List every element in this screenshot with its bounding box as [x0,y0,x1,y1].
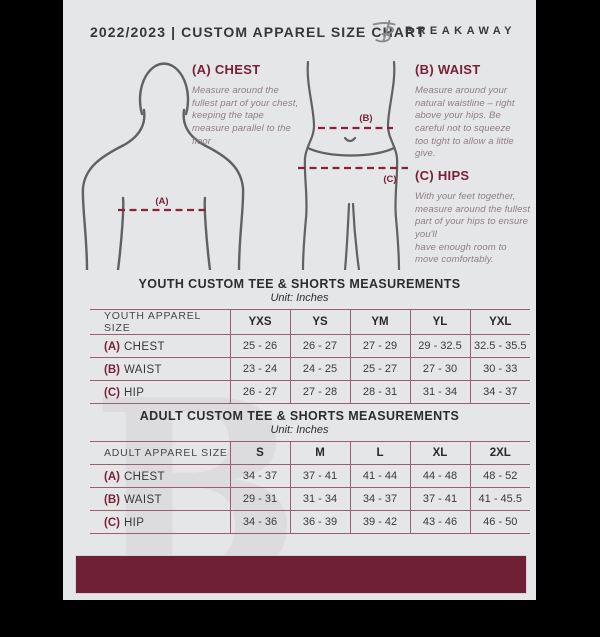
row-label: WAIST [123,494,162,506]
torso-figure: (A) [81,62,245,270]
lower-body-figure: (B) (C) [298,60,408,270]
row-key: (A) [104,471,120,483]
hips-line-label: (C) [383,174,396,185]
table-row: (A) CHEST 34 - 37 37 - 41 41 - 44 44 - 48… [90,464,530,488]
left-black-pillar [0,0,63,600]
size-column-header: YXS [229,309,290,335]
hips-guide-description: With your feet together, measure around … [415,191,531,266]
row-key: (C) [104,387,120,399]
youth-table-title: YOUTH CUSTOM TEE & SHORTS MEASUREMENTS [138,277,461,291]
size-column-header: YM [349,309,410,335]
table-row: (A) CHEST 25 - 26 26 - 27 27 - 29 29 - 32… [90,334,530,358]
table-cell: 29 - 32.5 [409,334,470,358]
table-cell: 41 - 45.5 [469,487,530,511]
row-label: HIP [123,387,145,399]
table-row: (C) HIP 34 - 36 36 - 39 39 - 42 43 - 46 4… [90,510,530,534]
waist-guide-description: Measure around your natural waistline – … [415,85,515,160]
youth-size-table: YOUTH APPAREL SIZE YXS YS YM YL YXL (A) C… [90,309,530,404]
table-header-row: YOUTH APPAREL SIZE YXS YS YM YL YXL [90,309,530,335]
adult-table-title: ADULT CUSTOM TEE & SHORTS MEASUREMENTS [139,409,460,423]
adult-table-unit: Unit: Inches [270,424,329,436]
table-cell: 43 - 46 [409,510,470,534]
chest-guide-heading: (A) CHEST [192,62,261,77]
hips-guide: (C) HIPS With your feet together, measur… [415,168,533,267]
adult-size-table: ADULT APPAREL SIZE S M L XL 2XL (A) CHEST… [90,441,530,534]
table-cell: 26 - 27 [289,334,350,358]
right-black-pillar [536,0,600,600]
hips-guide-heading: (C) HIPS [415,168,470,183]
adult-size-label: ADULT APPAREL SIZE [90,441,230,465]
table-cell: 32.5 - 35.5 [469,334,530,358]
table-cell: 27 - 30 [409,357,470,381]
table-cell: 31 - 34 [409,380,470,404]
size-column-header: YS [289,309,350,335]
size-column-header: M [289,441,350,465]
size-column-header: XL [409,441,470,465]
size-column-header: S [229,441,290,465]
brand-name: BREAKAWAY [405,24,516,37]
table-cell: 34 - 37 [349,487,410,511]
table-cell: 44 - 48 [409,464,470,488]
row-label: HIP [123,517,145,529]
table-cell: 41 - 44 [349,464,410,488]
table-cell: 48 - 52 [469,464,530,488]
table-cell: 34 - 36 [229,510,290,534]
table-cell: 37 - 41 [409,487,470,511]
breakaway-logo-icon [372,20,396,43]
row-key: (A) [104,341,120,353]
table-cell: 25 - 27 [349,357,410,381]
waist-guide: (B) WAIST Measure around your natural wa… [415,62,525,161]
table-cell: 46 - 50 [469,510,530,534]
size-column-header: YL [409,309,470,335]
table-cell: 27 - 29 [349,334,410,358]
table-row: (B) WAIST 23 - 24 24 - 25 25 - 27 27 - 30… [90,357,530,381]
brand-lockup: BREAKAWAY [372,17,516,44]
table-row: (B) WAIST 29 - 31 31 - 34 34 - 37 37 - 41… [90,487,530,511]
table-cell: 36 - 39 [289,510,350,534]
size-column-header: YXL [469,309,530,335]
waist-line-label: (B) [359,113,372,124]
table-cell: 31 - 34 [289,487,350,511]
table-cell: 28 - 31 [349,380,410,404]
table-row: (C) HIP 26 - 27 27 - 28 28 - 31 31 - 34 3… [90,380,530,404]
row-label: CHEST [123,471,165,483]
chest-guide: (A) CHEST Measure around the fullest par… [192,62,304,148]
page-title: 2022/2023 | CUSTOM APPAREL SIZE CHART [90,24,426,40]
youth-table-unit: Unit: Inches [270,292,329,304]
chest-guide-description: Measure around the fullest part of your … [192,85,299,147]
table-cell: 34 - 37 [229,464,290,488]
size-column-header: L [349,441,410,465]
youth-size-label: YOUTH APPAREL SIZE [90,309,230,335]
table-cell: 24 - 25 [289,357,350,381]
row-key: (B) [104,494,120,506]
table-header-row: ADULT APPAREL SIZE S M L XL 2XL [90,441,530,465]
table-cell: 25 - 26 [229,334,290,358]
table-cell: 39 - 42 [349,510,410,534]
table-cell: 37 - 41 [289,464,350,488]
table-cell: 34 - 37 [469,380,530,404]
row-key: (C) [104,517,120,529]
footer-maroon-bar [75,555,527,594]
waist-guide-heading: (B) WAIST [415,62,481,77]
row-label: WAIST [123,364,162,376]
chest-line-label: (A) [155,196,168,207]
row-label: CHEST [123,341,165,353]
table-cell: 29 - 31 [229,487,290,511]
row-key: (B) [104,364,120,376]
table-cell: 23 - 24 [229,357,290,381]
table-cell: 26 - 27 [229,380,290,404]
size-chart-page: B 2022/2023 | CUSTOM APPAREL SIZE CHART … [63,0,536,616]
size-column-header: 2XL [469,441,530,465]
table-cell: 30 - 33 [469,357,530,381]
table-cell: 27 - 28 [289,380,350,404]
